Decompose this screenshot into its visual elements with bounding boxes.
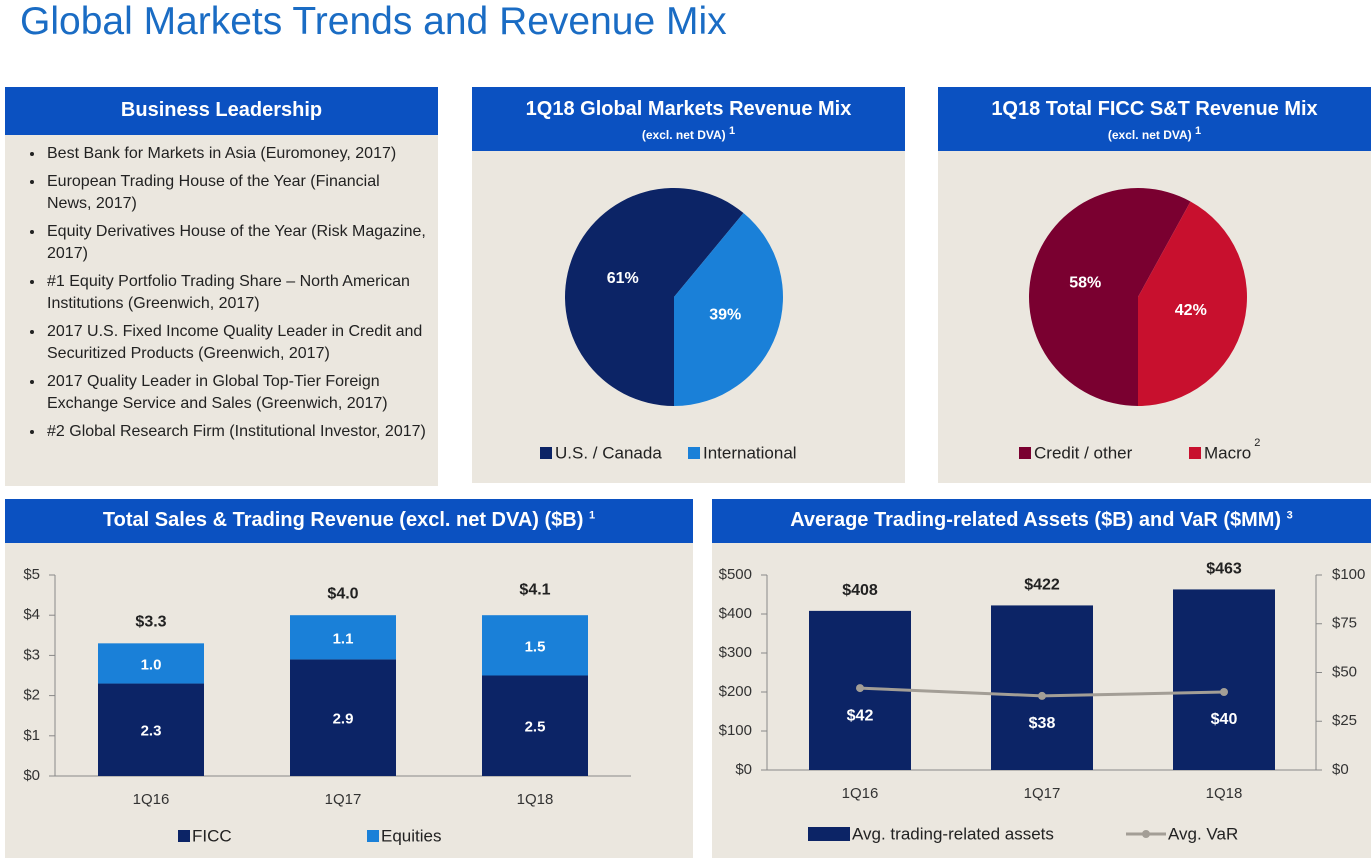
panel-title: Business Leadership: [120, 99, 323, 121]
panel-header: Business Leadership: [5, 87, 438, 135]
bar-panel: Total Sales & Trading Revenue (excl. net…: [5, 499, 693, 858]
pie-panel: 1Q18 Total FICC S&T Revenue Mix (excl. n…: [938, 87, 1371, 483]
award-list: Best Bank for Markets in Asia (Euromoney…: [5, 143, 438, 443]
panel-header: Average Trading-related Assets ($B) and …: [712, 499, 1371, 543]
chart-subtitle: (excl. net DVA) 1: [472, 125, 905, 142]
title-text: Average Trading-related Assets ($B) and …: [790, 509, 1282, 531]
footnote-mark: 1: [1195, 125, 1202, 137]
pie-panel: 1Q18 Global Markets Revenue Mix (excl. n…: [472, 87, 905, 483]
award-item: Equity Derivatives House of the Year (Ri…: [45, 221, 426, 266]
award-item: 2017 Quality Leader in Global Top-Tier F…: [45, 371, 426, 416]
combo-panel: Average Trading-related Assets ($B) and …: [712, 499, 1371, 858]
leadership-panel: Business Leadership Best Bank for Market…: [5, 87, 438, 486]
chart-subtitle: (excl. net DVA) 1: [938, 125, 1371, 142]
footnote-mark: 1: [588, 509, 596, 522]
subtitle-text: (excl. net DVA): [641, 128, 726, 142]
subtitle-text: (excl. net DVA): [1107, 128, 1192, 142]
chart-title: 1Q18 Total FICC S&T Revenue Mix: [991, 98, 1318, 120]
footnote-mark: 3: [1286, 509, 1293, 522]
chart-title: 1Q18 Global Markets Revenue Mix: [525, 98, 852, 120]
award-item: 2017 U.S. Fixed Income Quality Leader in…: [45, 321, 426, 366]
chart-title: Total Sales & Trading Revenue (excl. net…: [5, 509, 693, 532]
chart-title: Average Trading-related Assets ($B) and …: [712, 509, 1371, 532]
panel-header: 1Q18 Global Markets Revenue Mix (excl. n…: [472, 87, 905, 151]
panel-header: Total Sales & Trading Revenue (excl. net…: [5, 499, 693, 543]
title-text: Total Sales & Trading Revenue (excl. net…: [102, 509, 584, 531]
award-item: #1 Equity Portfolio Trading Share – Nort…: [45, 271, 426, 316]
slide-title: Global Markets Trends and Revenue Mix: [20, 0, 727, 43]
award-item: Best Bank for Markets in Asia (Euromoney…: [45, 143, 426, 166]
award-item: #2 Global Research Firm (Institutional I…: [45, 421, 426, 444]
panel-header: 1Q18 Total FICC S&T Revenue Mix (excl. n…: [938, 87, 1371, 151]
footnote-mark: 1: [729, 125, 736, 137]
award-item: European Trading House of the Year (Fina…: [45, 171, 426, 216]
